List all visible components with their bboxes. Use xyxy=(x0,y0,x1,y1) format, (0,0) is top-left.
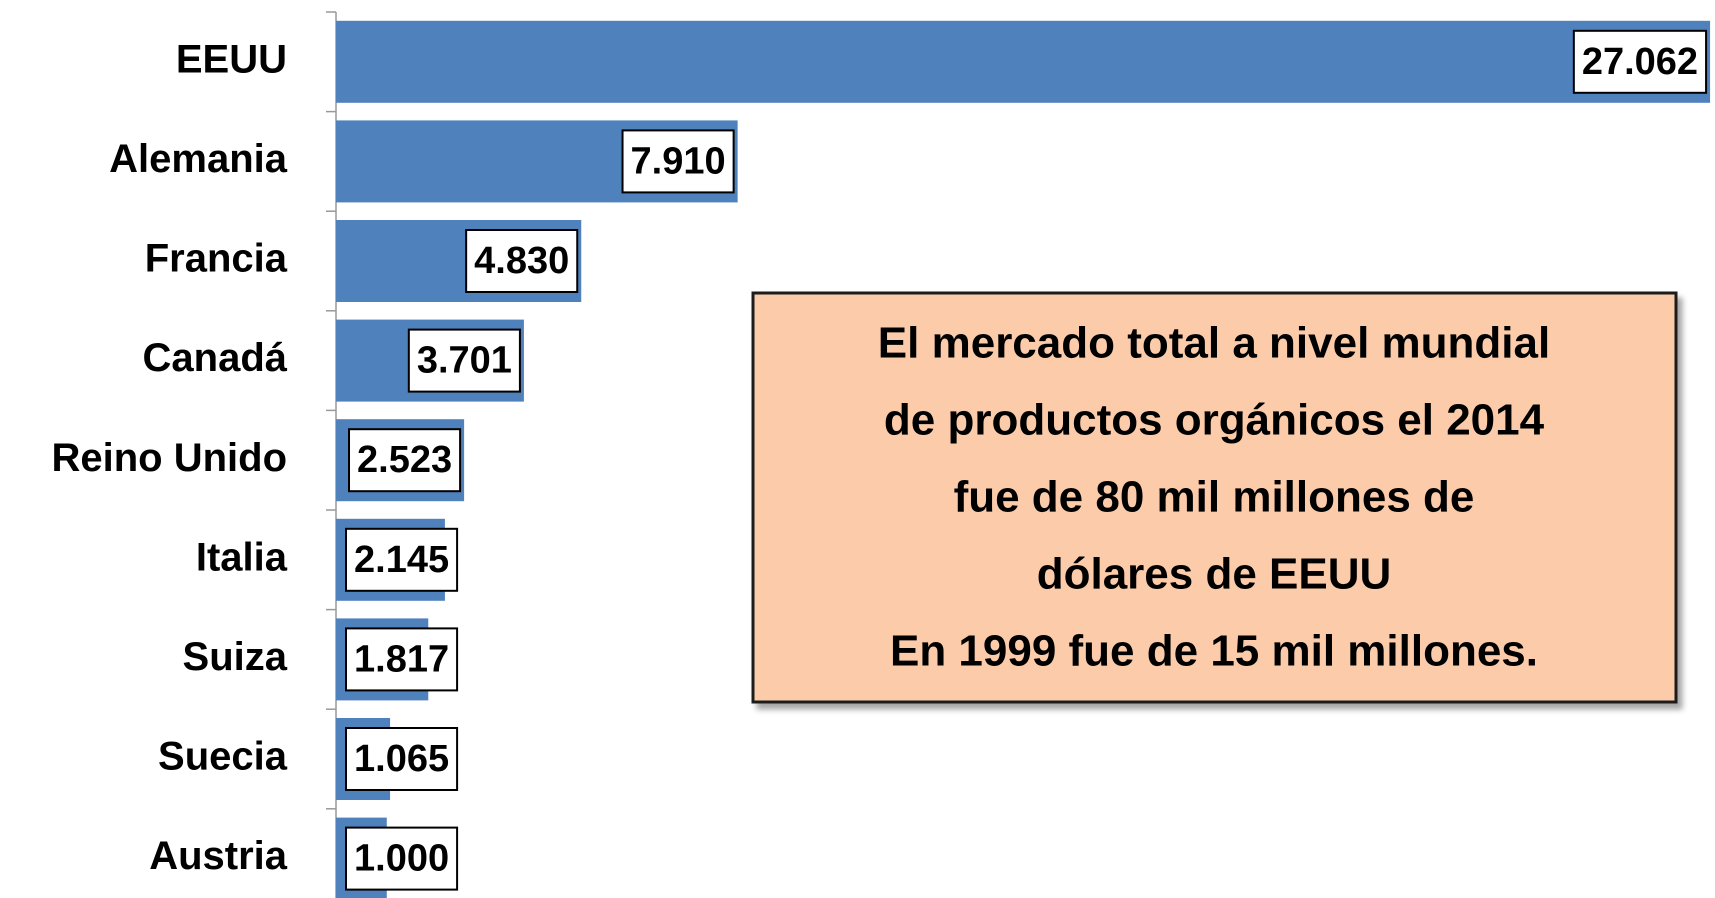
value-label-box xyxy=(1572,29,1708,94)
value-label-box xyxy=(407,328,521,393)
category-label: Canadá xyxy=(143,336,288,380)
category-label: Suiza xyxy=(183,635,288,679)
category-label: EEUU xyxy=(176,37,287,81)
value-label-box xyxy=(345,727,459,791)
annotation-text: El mercado total a nivel mundial xyxy=(878,319,1550,368)
bar xyxy=(336,20,1711,103)
annotation-text: En 1999 fue de 15 mil millones. xyxy=(890,627,1538,676)
annotation-text: dólares de EEUU xyxy=(1037,550,1392,599)
category-label: Italia xyxy=(196,535,288,579)
value-label: 7.910 xyxy=(631,140,726,182)
value-label: 2.523 xyxy=(357,439,452,481)
annotation-text: de productos orgánicos el 2014 xyxy=(884,396,1545,445)
value-label-box xyxy=(345,627,459,692)
value-label-box xyxy=(345,826,459,891)
category-label: Alemania xyxy=(109,137,288,181)
value-label-box xyxy=(465,229,579,293)
category-label: Reino Unido xyxy=(51,436,287,480)
value-label: 3.701 xyxy=(417,340,512,382)
value-label: 27.062 xyxy=(1582,41,1698,83)
value-label: 1.065 xyxy=(354,738,449,780)
value-label: 2.145 xyxy=(354,539,449,581)
value-label: 1.000 xyxy=(354,838,449,880)
value-label-box xyxy=(348,428,462,493)
category-label: Francia xyxy=(145,237,288,281)
value-label-box xyxy=(621,129,735,194)
value-label-box xyxy=(345,527,459,592)
value-label: 1.817 xyxy=(354,638,449,680)
annotation-box xyxy=(751,291,1678,704)
value-label: 4.830 xyxy=(474,240,569,282)
category-label: Austria xyxy=(149,834,288,878)
category-label: Suecia xyxy=(158,735,288,779)
annotation-text: fue de 80 mil millones de xyxy=(954,473,1475,522)
